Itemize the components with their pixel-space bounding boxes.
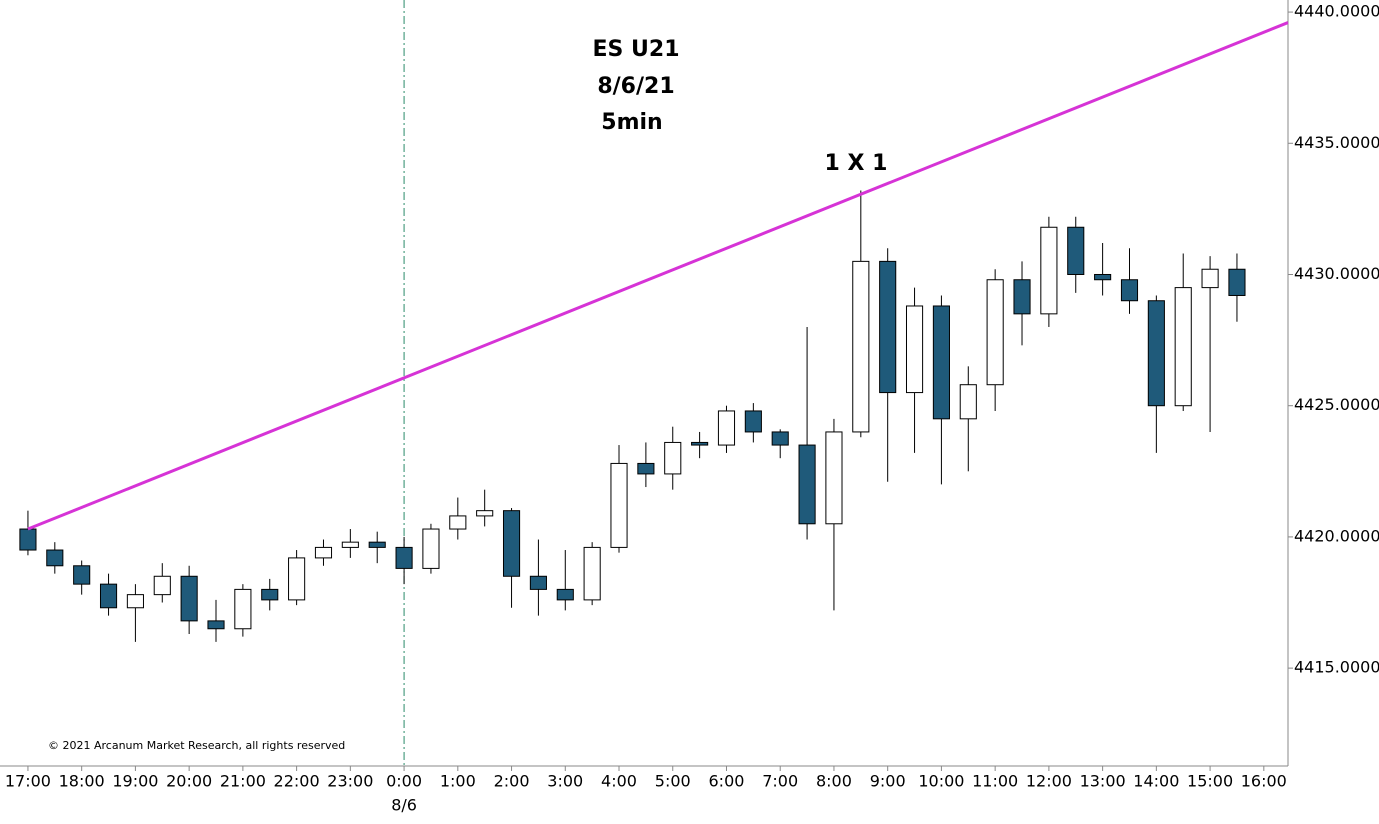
- x-tick-label: 10:00: [918, 772, 964, 791]
- candle-body: [1094, 273, 1112, 281]
- x-tick-label: 14:00: [1133, 772, 1179, 791]
- candle-body: [19, 528, 37, 551]
- candle-body: [932, 305, 950, 420]
- candle-body: [1120, 279, 1139, 302]
- candle-body: [959, 384, 977, 420]
- candle-body: [1147, 300, 1165, 407]
- candle-body: [234, 588, 252, 630]
- candle-body: [73, 565, 91, 585]
- x-tick-label: 8:00: [816, 772, 852, 791]
- x-tick-label: 20:00: [166, 772, 212, 791]
- candle-body: [637, 462, 655, 475]
- candle-body: [852, 260, 870, 433]
- x-tick-label: 11:00: [972, 772, 1018, 791]
- candle-body: [261, 588, 279, 601]
- candle-body: [1201, 268, 1219, 289]
- candle-body: [207, 620, 225, 630]
- candle-body: [905, 305, 924, 394]
- x-tick-label: 12:00: [1026, 772, 1072, 791]
- x-tick-label: 19:00: [112, 772, 158, 791]
- trendline-label: 1 X 1: [825, 151, 888, 176]
- title-line: 8/6/21: [597, 74, 674, 99]
- candle-body: [368, 541, 386, 548]
- x-tick-label: 13:00: [1080, 772, 1126, 791]
- candle-body: [798, 444, 816, 525]
- candle-body: [1013, 279, 1031, 315]
- x-tick-label: 9:00: [870, 772, 906, 791]
- y-tick-label: 4440.0000: [1294, 2, 1379, 21]
- x-tick-label: 23:00: [327, 772, 373, 791]
- candle-body: [99, 583, 118, 609]
- y-tick-label: 4415.0000: [1294, 658, 1379, 677]
- x-tick-label: 18:00: [59, 772, 105, 791]
- x-tick-label: 1:00: [440, 772, 476, 791]
- x-tick-label: 3:00: [547, 772, 583, 791]
- candle-body: [771, 431, 789, 446]
- candle-body: [422, 528, 440, 569]
- candle-body: [825, 431, 843, 525]
- candle-body: [583, 546, 601, 601]
- candle-body: [314, 546, 333, 559]
- title-line: ES U21: [592, 37, 679, 62]
- candle-body: [1228, 268, 1246, 296]
- candle-body: [46, 549, 64, 567]
- candle-body: [153, 575, 171, 596]
- x-tick-label: 21:00: [220, 772, 266, 791]
- x-tick-label: 15:00: [1187, 772, 1233, 791]
- candle-body: [717, 410, 736, 446]
- candle-body: [126, 594, 144, 609]
- title-line: 5min: [601, 110, 662, 135]
- candle-body: [1067, 226, 1085, 275]
- candle-body: [180, 575, 198, 622]
- candle-body: [288, 557, 306, 601]
- y-tick-label: 4435.0000: [1294, 133, 1379, 152]
- candle-body: [879, 260, 897, 394]
- candle-body: [341, 541, 359, 548]
- y-tick-label: 4420.0000: [1294, 526, 1379, 545]
- candle-body: [449, 515, 467, 530]
- candle-body: [1040, 226, 1058, 315]
- x-tick-label: 22:00: [274, 772, 320, 791]
- x-tick-label: 17:00: [5, 772, 51, 791]
- date-marker-label: 8/6: [391, 796, 417, 815]
- x-tick-label: 7:00: [762, 772, 798, 791]
- candle-body: [744, 410, 762, 433]
- x-tick-label: 16:00: [1241, 772, 1287, 791]
- candle-body: [395, 546, 413, 569]
- x-tick-label: 2:00: [494, 772, 530, 791]
- candle-body: [529, 575, 547, 590]
- candle-body: [664, 441, 682, 475]
- x-tick-label: 4:00: [601, 772, 637, 791]
- candle-body: [502, 510, 521, 577]
- y-tick-label: 4430.0000: [1294, 264, 1379, 283]
- candle-body: [476, 510, 494, 517]
- candle-body: [556, 588, 574, 601]
- candle-body: [691, 441, 709, 446]
- x-tick-label: 0:00: [386, 772, 422, 791]
- y-tick-label: 4425.0000: [1294, 395, 1379, 414]
- copyright: © 2021 Arcanum Market Research, all righ…: [48, 739, 345, 752]
- candle-body: [610, 462, 628, 548]
- x-tick-label: 5:00: [655, 772, 691, 791]
- candle-body: [1174, 287, 1192, 407]
- candle-body: [986, 279, 1004, 386]
- trendline: [27, 21, 1289, 531]
- x-tick-label: 6:00: [709, 772, 745, 791]
